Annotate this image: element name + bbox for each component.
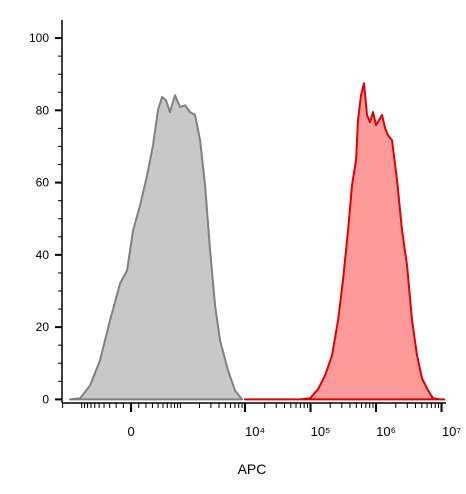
y-tick-label: 100 <box>29 31 49 45</box>
histogram-area <box>69 94 244 401</box>
x-tick-label: 0 <box>127 424 134 439</box>
histogram-area <box>244 82 446 401</box>
y-tick-label: 60 <box>36 176 50 190</box>
y-tick-label: 80 <box>36 103 50 117</box>
x-tick-label: 10⁶ <box>376 424 396 439</box>
x-axis-label: APC <box>238 461 267 477</box>
x-tick-label: 10⁴ <box>245 424 265 439</box>
x-tick-label: 10⁷ <box>442 424 461 439</box>
y-tick-label: 20 <box>36 320 50 334</box>
x-tick-label: 10⁵ <box>311 424 331 439</box>
y-tick-label: 0 <box>42 392 49 406</box>
y-tick-label: 40 <box>36 248 50 262</box>
